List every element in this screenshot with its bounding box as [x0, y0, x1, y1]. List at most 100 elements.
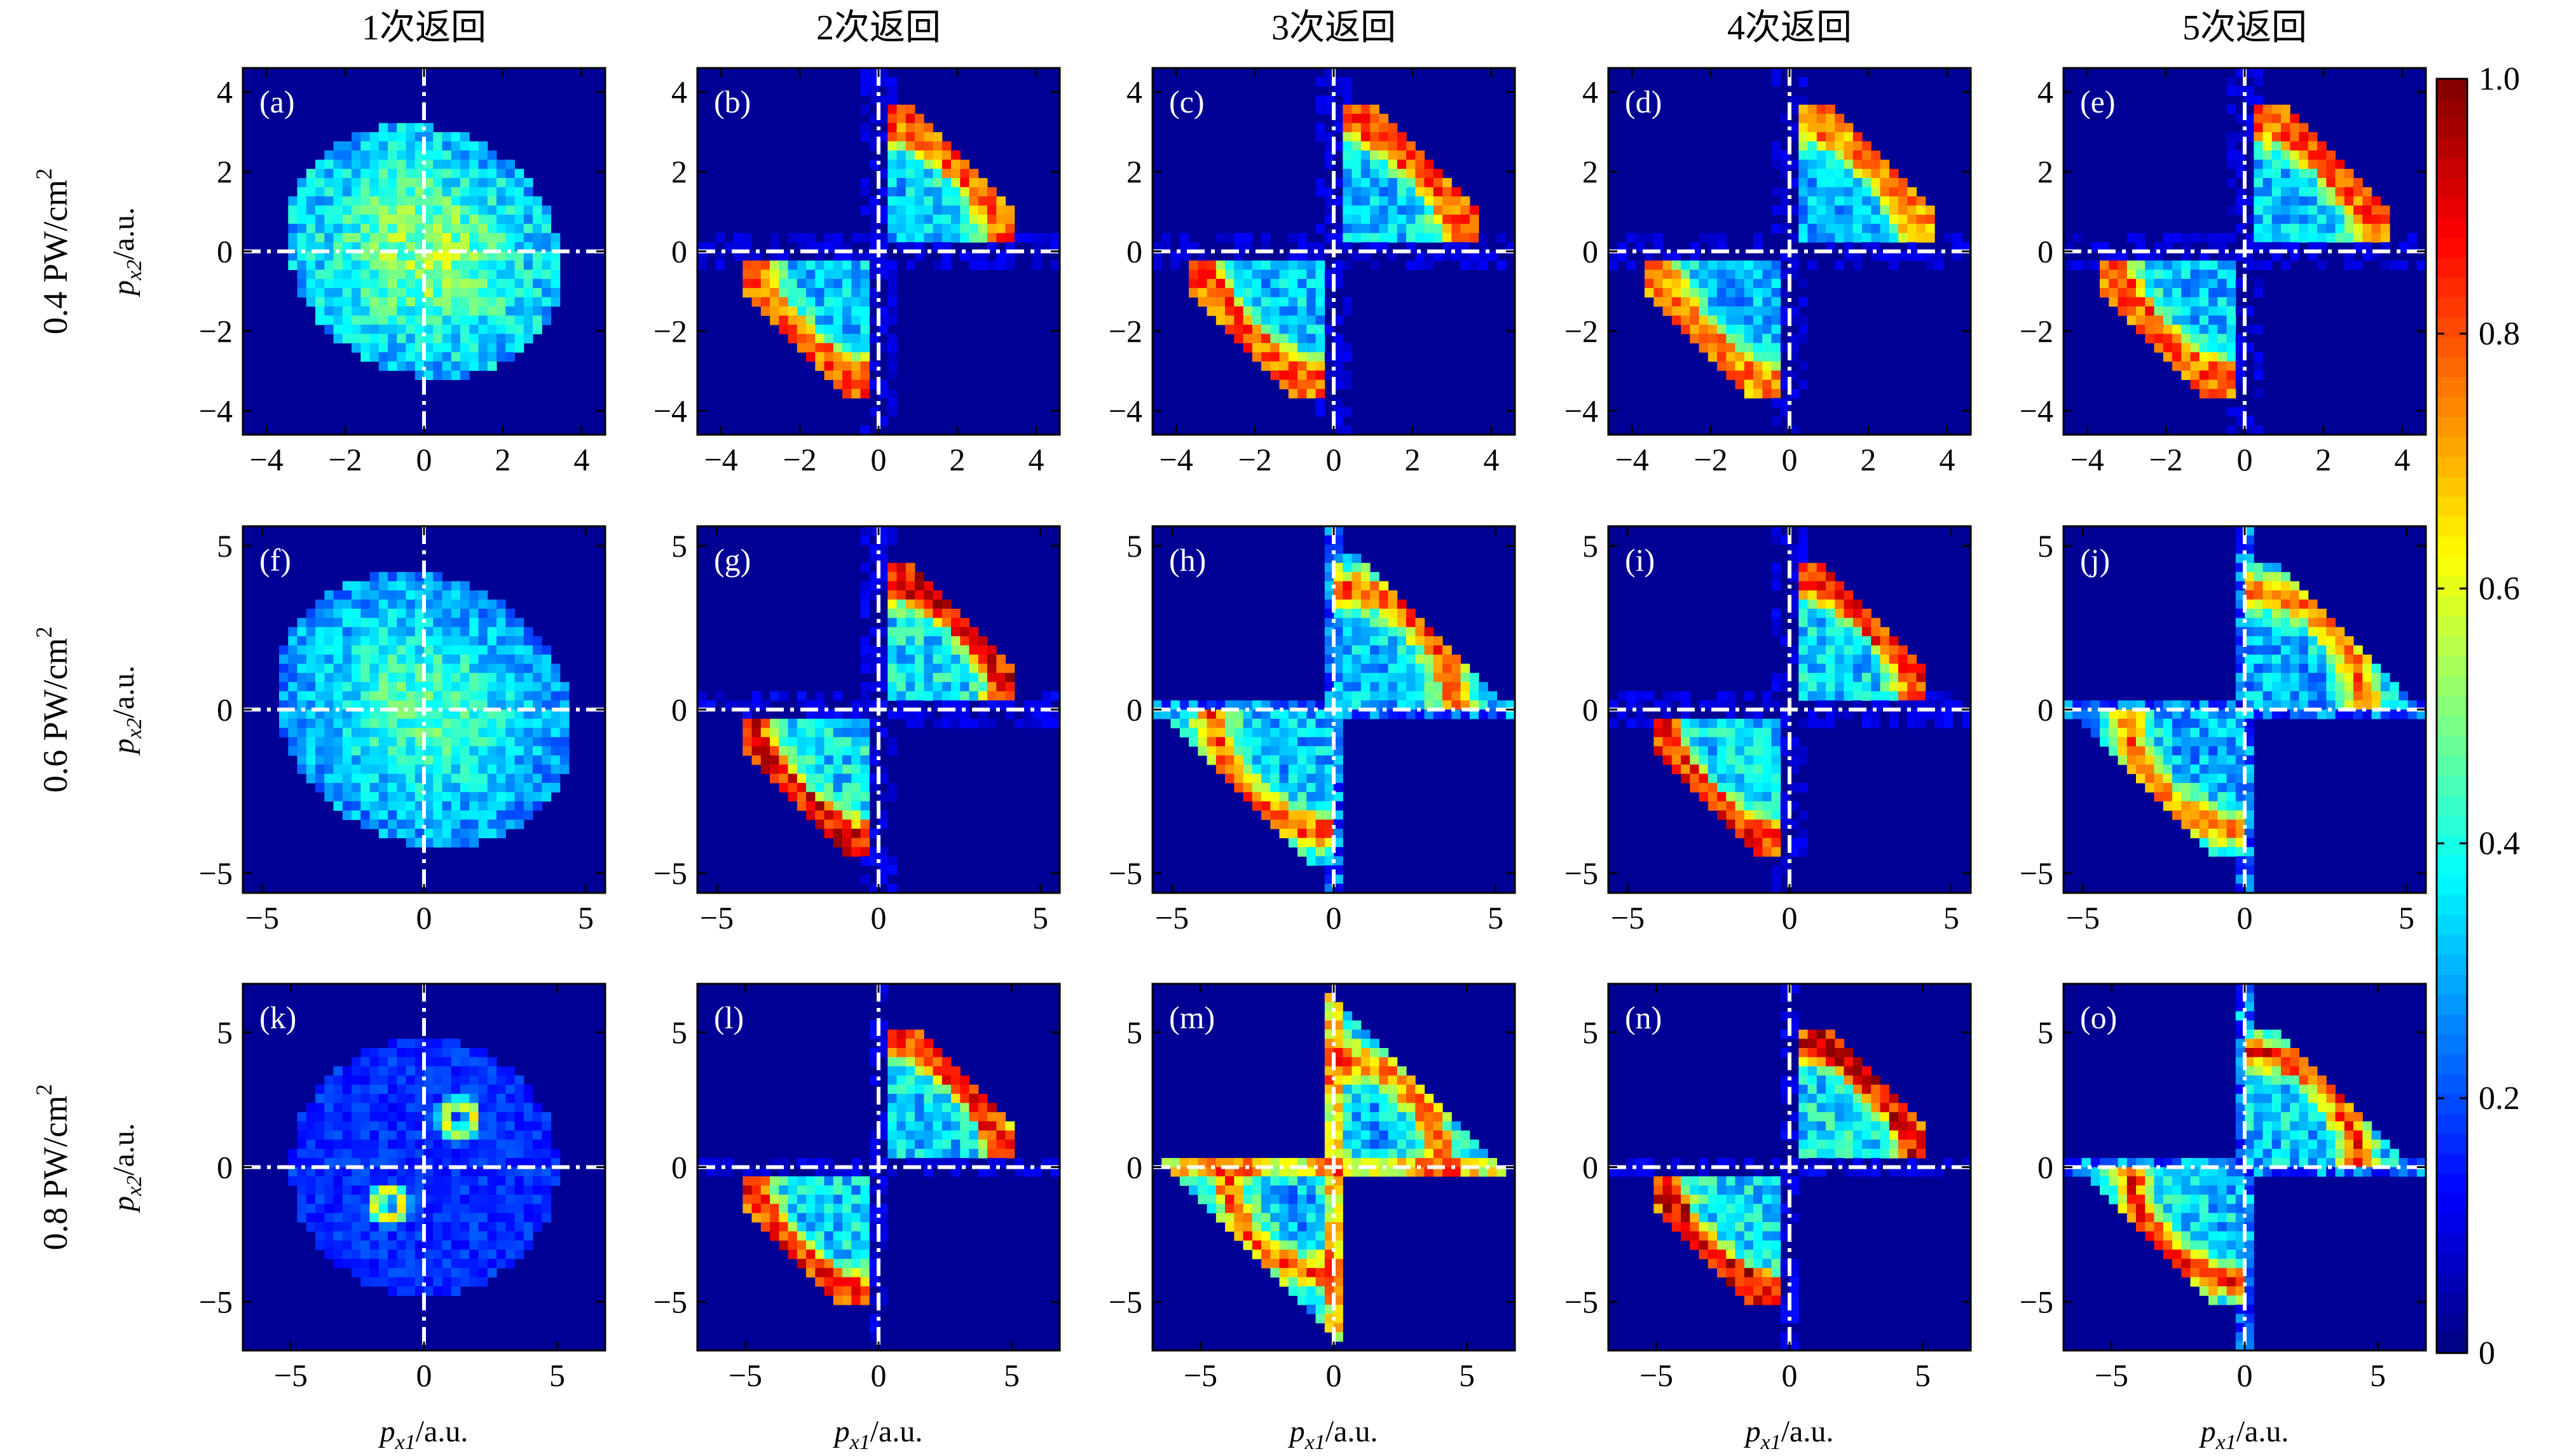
heatmap-cell: [406, 242, 416, 252]
heatmap-cell: [1388, 663, 1398, 674]
heatmap-cell: [469, 709, 479, 719]
heatmap-cell: [978, 672, 988, 683]
heatmap-cell: [1279, 728, 1289, 738]
heatmap-cell: [360, 663, 371, 674]
heatmap-cell: [915, 132, 924, 142]
heatmap-cell: [1343, 242, 1353, 252]
heatmap-cell: [1415, 187, 1425, 197]
heatmap-cell: [442, 141, 452, 151]
heatmap-cell: [369, 315, 380, 325]
heatmap-cell: [797, 700, 807, 711]
heatmap-cell: [806, 728, 816, 738]
heatmap-cell: [1252, 773, 1262, 784]
heatmap-cell: [369, 599, 380, 609]
heatmap-cell: [1297, 819, 1307, 829]
heatmap-cell: [496, 655, 506, 664]
heatmap-cell: [2217, 709, 2228, 719]
heatmap-cell: [378, 782, 388, 793]
heatmap-cell: [1871, 627, 1881, 637]
heatmap-cell: [933, 608, 943, 618]
heatmap-cell: [833, 233, 843, 243]
heatmap-cell: [1844, 590, 1854, 600]
heatmap-cell: [2281, 168, 2290, 179]
heatmap-cell: [487, 196, 497, 206]
heatmap-cell: [2208, 700, 2218, 711]
heatmap-cell: [469, 233, 479, 243]
heatmap-cell: [2317, 150, 2327, 160]
heatmap-cell: [1735, 801, 1745, 811]
heatmap-cell: [2271, 242, 2282, 252]
heatmap-cell: [424, 288, 434, 298]
heatmap-cell: [1807, 224, 1817, 234]
heatmap-cell: [2181, 343, 2191, 353]
heatmap-cell: [1041, 233, 1051, 243]
heatmap-cell: [743, 728, 753, 738]
heatmap-cell: [1343, 196, 1353, 206]
heatmap-cell: [1153, 260, 1162, 270]
heatmap-cell: [424, 709, 434, 719]
y-tick-label: −4: [654, 393, 687, 428]
heatmap-cell: [478, 755, 488, 765]
heatmap-cell: [2199, 819, 2209, 829]
heatmap-cell: [1215, 278, 1226, 289]
heatmap-cell: [824, 343, 834, 353]
heatmap-cell: [306, 224, 316, 234]
heatmap-cell: [969, 205, 979, 215]
heatmap-cell: [1771, 371, 1781, 380]
heatmap-cell: [433, 773, 443, 784]
heatmap-cell: [1225, 700, 1235, 711]
heatmap-cell: [442, 352, 452, 362]
heatmap-cell: [1790, 599, 1799, 609]
heatmap-cell: [1916, 214, 1926, 224]
heatmap-cell: [1790, 334, 1799, 344]
heatmap-cell: [1297, 334, 1307, 344]
heatmap-cell: [815, 801, 825, 811]
heatmap-cell: [442, 765, 452, 774]
heatmap-cell: [941, 205, 952, 215]
heatmap-cell: [1807, 214, 1817, 224]
heatmap-cell: [1324, 865, 1334, 875]
heatmap-cell: [523, 801, 533, 811]
heatmap-cell: [1315, 104, 1325, 114]
heatmap-cell: [406, 581, 416, 591]
heatmap-cell: [1699, 278, 1709, 289]
heatmap-cell: [433, 297, 443, 307]
heatmap-cell: [1844, 655, 1854, 664]
heatmap-cell: [915, 636, 924, 646]
heatmap-cell: [2254, 242, 2264, 252]
heatmap-cell: [2271, 104, 2282, 114]
heatmap-cell: [815, 269, 825, 280]
heatmap-cell: [905, 242, 915, 252]
heatmap-cell: [1179, 251, 1189, 261]
heatmap-cell: [1360, 636, 1371, 646]
heatmap-cell: [1780, 856, 1790, 866]
heatmap-cell: [478, 782, 488, 793]
heatmap-cell: [951, 196, 961, 206]
heatmap-cell: [1360, 150, 1371, 160]
heatmap-cell: [815, 782, 825, 793]
heatmap-cell: [352, 214, 361, 224]
heatmap-cell: [279, 709, 289, 719]
heatmap-cell: [451, 737, 461, 747]
heatmap-cell: [833, 315, 843, 325]
heatmap-cell: [2145, 709, 2155, 719]
heatmap-cell: [824, 746, 834, 756]
y-tick-label: 0: [671, 234, 687, 269]
heatmap-cell: [1388, 691, 1398, 701]
heatmap-cell: [1306, 718, 1317, 728]
heatmap-cell: [2235, 792, 2245, 802]
heatmap-cell: [1762, 700, 1772, 711]
heatmap-cell: [2181, 371, 2191, 380]
heatmap-cell: [1207, 278, 1217, 289]
heatmap-cell: [1324, 205, 1334, 215]
heatmap-cell: [1744, 792, 1754, 802]
y-tick-label: −2: [199, 313, 233, 349]
heatmap-cell: [496, 746, 506, 756]
heatmap-cell: [324, 765, 334, 774]
heatmap-cell: [1871, 663, 1881, 674]
heatmap-cell: [279, 672, 289, 683]
heatmap-cell: [860, 260, 870, 270]
heatmap-cell: [2380, 242, 2390, 252]
heatmap-cell: [487, 737, 497, 747]
